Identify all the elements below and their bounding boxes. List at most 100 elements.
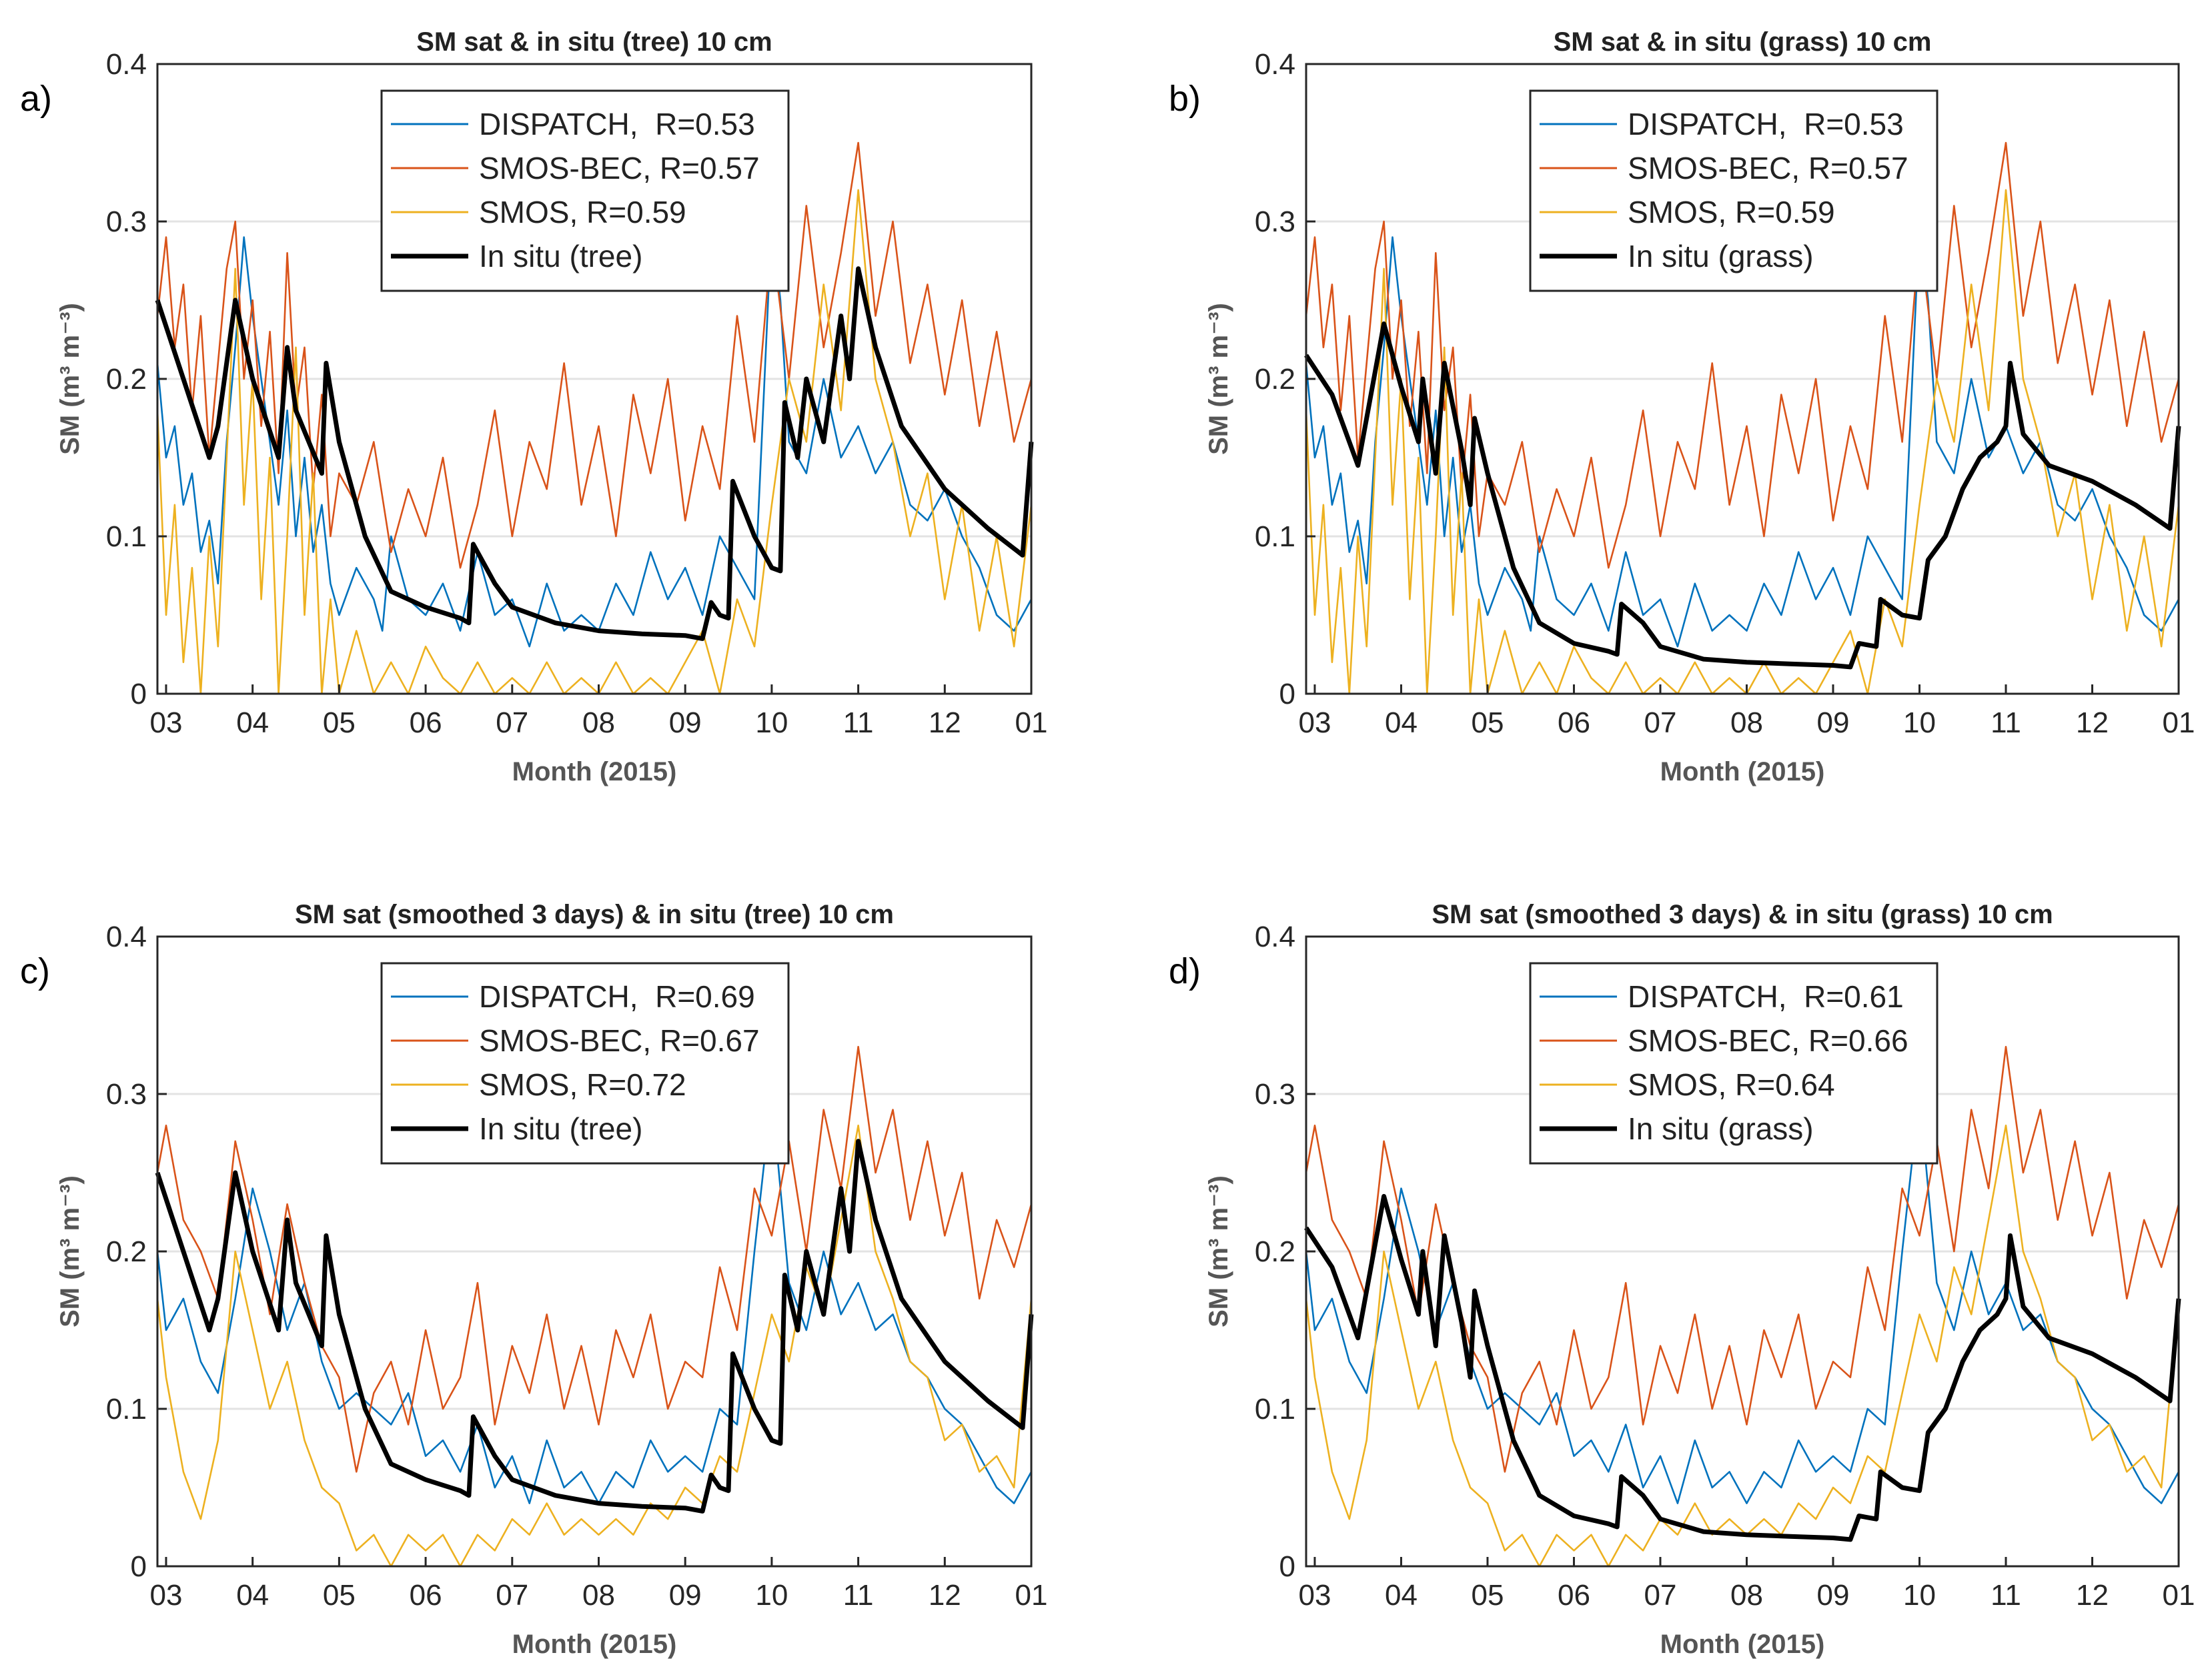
y-tick-label: 0.2 [106,1235,147,1268]
legend: DISPATCH, R=0.69 SMOS-BEC, R=0.67 SMOS, R=… [380,962,790,1165]
x-tick-label: 08 [1730,706,1763,739]
series-line-1 [156,220,1033,648]
x-tick-label: 01 [1015,706,1048,739]
series-line-1 [1305,1093,2180,1504]
panel-letter: b) [1169,79,1201,119]
x-tick-label: 05 [1471,1579,1504,1612]
legend-entry: DISPATCH, R=0.53 [479,107,755,141]
legend-entry: DISPATCH, R=0.69 [479,979,755,1014]
x-tick-label: 06 [1558,1579,1590,1612]
y-tick-label: 0.1 [106,1393,147,1426]
x-axis-label: Month (2015) [1660,757,1825,786]
legend-entry: SMOS, R=0.72 [479,1067,686,1102]
x-tick-label: 11 [1991,706,2021,739]
y-axis-label: SM (m³ m⁻³) [55,1175,85,1327]
legend: DISPATCH, R=0.53 SMOS-BEC, R=0.57 SMOS, R=… [380,89,790,292]
panel-letter: d) [1169,951,1201,991]
series-line-4 [155,266,1034,641]
x-tick-label: 11 [1991,1579,2021,1612]
x-tick-label: 09 [669,1579,702,1612]
y-tick-label: 0.3 [1255,205,1295,238]
x-tick-label: 01 [2163,706,2195,739]
x-tick-label: 12 [2076,1579,2109,1612]
series-line-4 [155,1139,1034,1514]
legend-entry: DISPATCH, R=0.61 [1628,979,1904,1014]
x-axis-label: Month (2015) [1660,1630,1825,1659]
series-line-1 [156,1093,1033,1504]
x-tick-label: 05 [323,1579,356,1612]
x-tick-label: 07 [496,1579,528,1612]
y-tick-label: 0.3 [106,1078,147,1111]
legend-entry: SMOS-BEC, R=0.67 [479,1023,760,1058]
x-tick-label: 12 [2076,706,2109,739]
chart-panel-3: 0 0.1 0.2 0.3 0.4 03 04 05 06 07 08 09 10 11 12 01 SM sa… [20,900,1047,1659]
x-tick-label: 07 [496,706,528,739]
x-axis-label: Month (2015) [512,757,677,786]
x-tick-label: 10 [1903,706,1936,739]
y-tick-label: 0.4 [106,48,147,81]
legend: DISPATCH, R=0.53 SMOS-BEC, R=0.57 SMOS, R=… [1529,89,1939,292]
x-tick-label: 05 [323,706,356,739]
legend-entry: In situ (tree) [479,239,642,273]
x-tick-label: 04 [1385,1579,1418,1612]
legend: DISPATCH, R=0.61 SMOS-BEC, R=0.66 SMOS, R=… [1529,962,1939,1165]
x-tick-label: 10 [755,706,788,739]
x-tick-label: 09 [669,706,702,739]
y-axis-label: SM (m³ m⁻³) [1204,1175,1233,1327]
x-tick-label: 03 [1298,1579,1331,1612]
legend-entry: In situ (grass) [1628,239,1814,273]
x-axis-label: Month (2015) [512,1630,677,1659]
y-axis-label: SM (m³ m⁻³) [1204,303,1233,455]
y-tick-label: 0.4 [1255,48,1295,81]
x-tick-label: 08 [582,706,615,739]
legend-entry: SMOS-BEC, R=0.57 [479,151,760,185]
x-tick-label: 12 [929,706,961,739]
y-tick-label: 0 [131,1550,147,1583]
series-line-3 [156,1124,1033,1568]
panel-letter: a) [20,79,52,119]
legend-entry: DISPATCH, R=0.53 [1628,107,1904,141]
series-line-3 [1305,189,2180,695]
y-tick-label: 0.1 [1255,520,1295,553]
chart-panel-1: 0 0.1 0.2 0.3 0.4 03 04 05 06 07 08 09 10 11 12 01 SM sa… [20,27,1047,786]
x-tick-label: 10 [1903,1579,1936,1612]
x-tick-label: 06 [1558,706,1590,739]
chart-panel-4: 0 0.1 0.2 0.3 0.4 03 04 05 06 07 08 09 10 11 12 01 SM sa… [1169,900,2195,1659]
y-tick-label: 0 [131,678,147,710]
y-tick-label: 0.2 [1255,363,1295,396]
series-line-2 [156,1045,1033,1473]
chart-title: SM sat & in situ (tree) 10 cm [416,27,772,57]
legend-entry: SMOS, R=0.59 [479,195,686,229]
x-tick-label: 11 [843,706,874,739]
y-tick-label: 0.4 [1255,921,1295,953]
x-tick-label: 05 [1471,706,1504,739]
x-tick-label: 12 [929,1579,961,1612]
y-tick-label: 0 [1279,678,1295,710]
x-tick-label: 04 [1385,706,1418,739]
x-tick-label: 03 [1298,706,1331,739]
y-tick-label: 0.1 [1255,1393,1295,1426]
x-tick-label: 04 [236,706,269,739]
series-line-3 [1305,1124,2180,1568]
y-tick-label: 0.3 [1255,1078,1295,1111]
x-tick-label: 08 [1730,1579,1763,1612]
x-tick-label: 10 [755,1579,788,1612]
chart-panel-2: 0 0.1 0.2 0.3 0.4 03 04 05 06 07 08 09 10 11 12 01 SM sa… [1169,27,2195,786]
x-tick-label: 11 [843,1579,874,1612]
series-line-4 [1304,1193,2181,1542]
y-tick-label: 0.2 [1255,1235,1295,1268]
x-tick-label: 03 [149,706,182,739]
x-tick-label: 01 [1015,1579,1048,1612]
y-tick-label: 0.3 [106,205,147,238]
y-axis-label: SM (m³ m⁻³) [55,303,85,455]
legend-entry: In situ (grass) [1628,1111,1814,1146]
series-line-4 [1304,321,2181,670]
y-tick-label: 0.1 [106,520,147,553]
x-tick-label: 09 [1817,1579,1850,1612]
x-tick-label: 03 [149,1579,182,1612]
chart-title: SM sat (smoothed 3 days) & in situ (gras… [1432,900,2053,929]
x-tick-label: 07 [1644,706,1676,739]
x-tick-label: 04 [236,1579,269,1612]
x-tick-label: 09 [1817,706,1850,739]
